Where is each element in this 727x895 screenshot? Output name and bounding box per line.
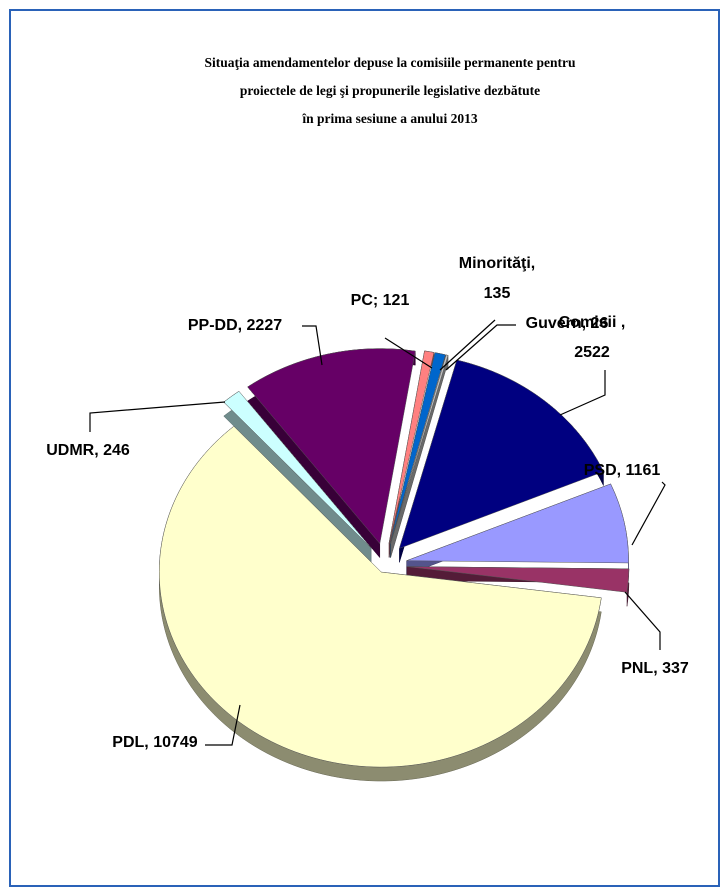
slice — [389, 352, 446, 544]
chart-title: Situaţia amendamentelor depuse la comisi… — [205, 55, 576, 126]
leader-line — [302, 325, 323, 366]
slice — [406, 483, 629, 564]
slice — [406, 566, 630, 593]
data-label: Comisii , 2522 — [559, 314, 626, 361]
data-label: PSD, 1161 — [584, 462, 661, 479]
slice — [247, 348, 416, 545]
data-label: PP-DD, 2227 — [188, 317, 282, 334]
leader-line — [439, 319, 496, 371]
data-label: Guvern, 26 — [526, 315, 609, 332]
slice — [399, 359, 604, 549]
leader-line — [445, 324, 516, 371]
data-label: Minorităţi, 135 — [459, 255, 535, 302]
slice — [159, 425, 602, 768]
data-label: PNL, 337 — [621, 660, 689, 677]
leader-line — [624, 591, 661, 650]
leader-line — [631, 481, 666, 546]
data-label: PC; 121 — [351, 292, 410, 309]
slice — [390, 354, 449, 544]
leader-line — [384, 337, 433, 369]
leader-line — [559, 370, 606, 416]
leader-line — [89, 401, 226, 432]
slice — [388, 350, 435, 544]
data-label: UDMR, 246 — [46, 442, 130, 459]
leader-line — [205, 704, 241, 746]
data-label: PDL, 10749 — [112, 734, 197, 751]
